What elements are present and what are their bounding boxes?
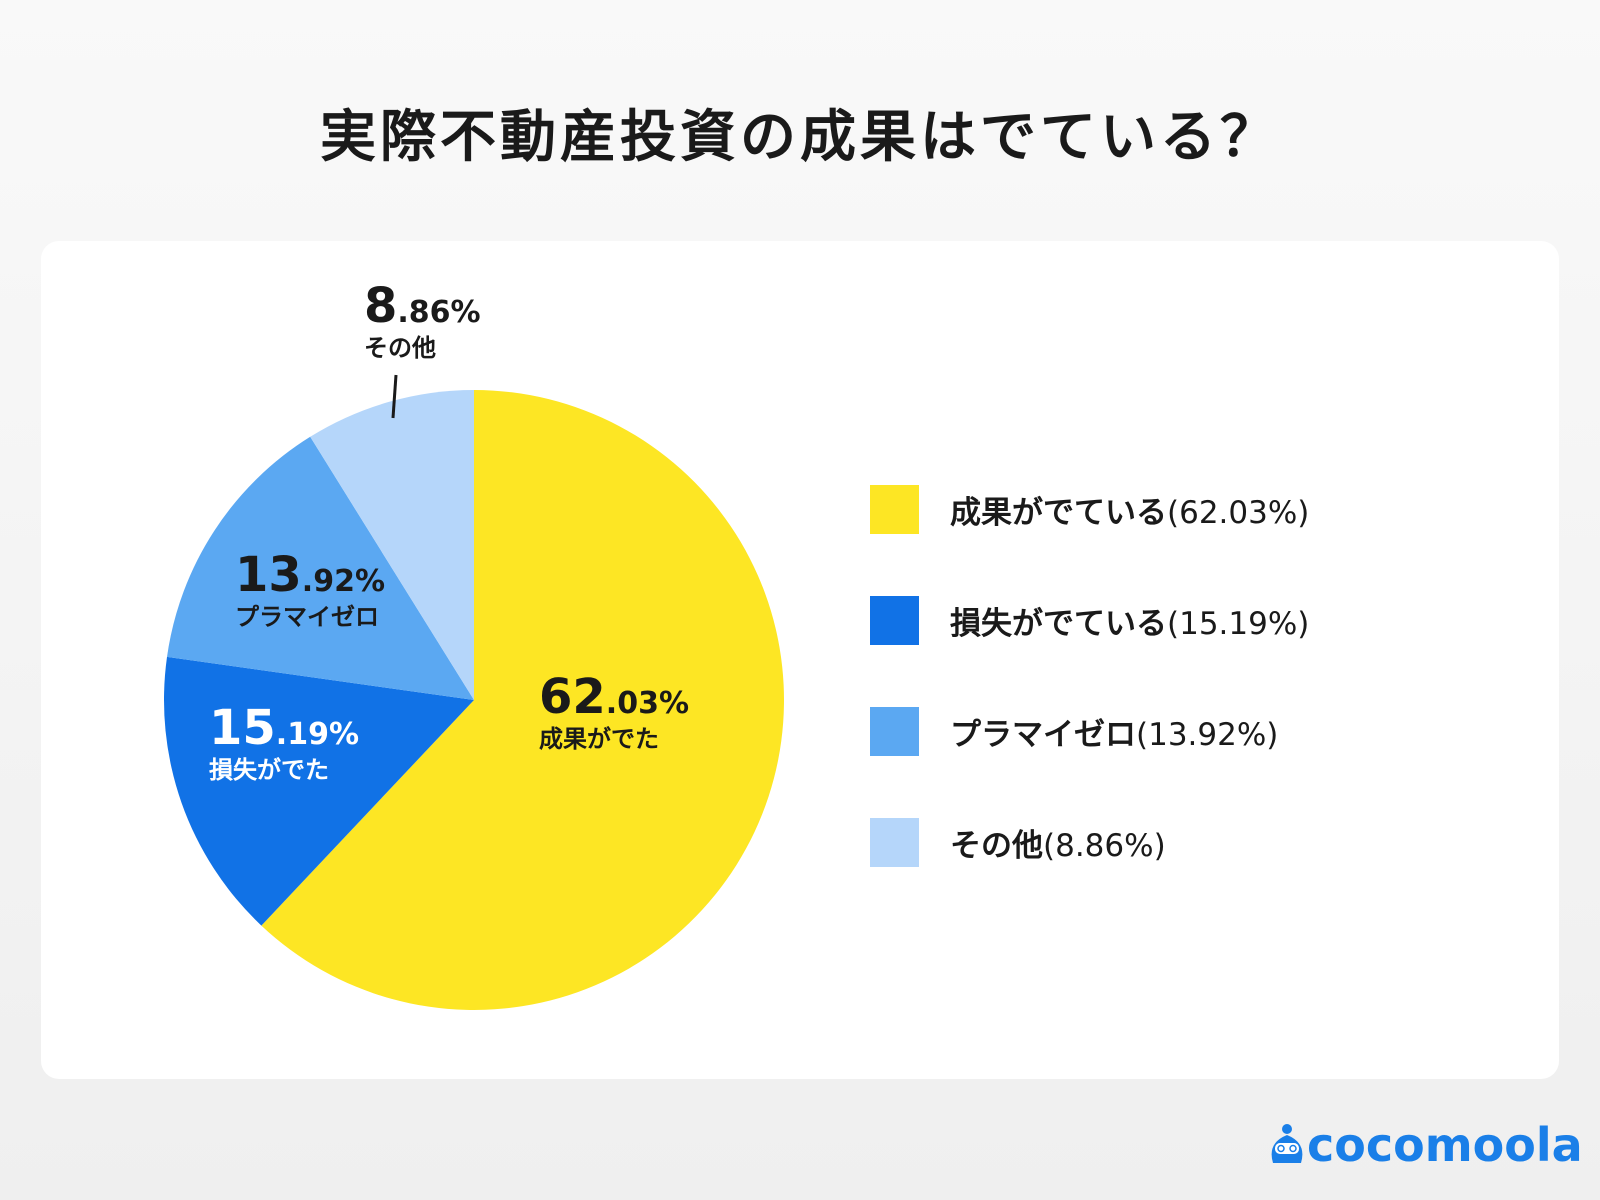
legend-item: 成果がでている(62.03%) bbox=[870, 485, 1309, 534]
legend-label: 損失がでている bbox=[950, 606, 1167, 642]
pie-slice-1 bbox=[164, 656, 474, 926]
slice-label-3: 8.86% その他 bbox=[364, 282, 481, 360]
cocomoola-logo: cocomoola bbox=[1267, 1118, 1583, 1172]
chart-title: 実際不動産投資の成果はでている？ bbox=[320, 105, 1280, 170]
legend-swatch bbox=[870, 596, 919, 645]
label-name: その他 bbox=[364, 334, 436, 362]
label-big: 15 bbox=[209, 700, 276, 756]
slice-label-2: 13.92% プラマイゼロ bbox=[235, 551, 385, 629]
pie-slice-2 bbox=[167, 436, 475, 700]
slice-label-1: 15.19% 損失がでた bbox=[209, 704, 359, 782]
legend-label: その他 bbox=[950, 828, 1043, 864]
label-name: 成果がでた bbox=[539, 725, 659, 753]
legend-percent: (62.03%) bbox=[1167, 495, 1310, 531]
label-name: 損失がでた bbox=[209, 756, 329, 784]
label-small: .86% bbox=[397, 295, 481, 330]
mascot-icon bbox=[1271, 1124, 1303, 1163]
legend: 成果がでている(62.03%) 損失がでている(15.19%) プラマイゼロ(1… bbox=[870, 485, 1309, 929]
legend-swatch bbox=[870, 485, 919, 534]
leader-line-other bbox=[391, 374, 398, 419]
legend-label: 成果がでている bbox=[950, 495, 1167, 531]
legend-item: その他(8.86%) bbox=[870, 818, 1309, 867]
logo-text: cocomoola bbox=[1307, 1118, 1583, 1172]
label-big: 13 bbox=[235, 547, 302, 603]
slice-label-0: 62.03% 成果がでた bbox=[539, 673, 689, 751]
label-big: 8 bbox=[364, 278, 398, 334]
label-small: .19% bbox=[275, 717, 359, 752]
label-small: .03% bbox=[605, 686, 689, 721]
label-small: .92% bbox=[301, 564, 385, 599]
label-name: プラマイゼロ bbox=[235, 603, 379, 631]
legend-percent: (13.92%) bbox=[1136, 717, 1279, 753]
label-big: 62 bbox=[539, 669, 606, 725]
legend-percent: (8.86%) bbox=[1043, 828, 1166, 864]
legend-item: プラマイゼロ(13.92%) bbox=[870, 707, 1309, 756]
pie-slice-0 bbox=[261, 390, 784, 1010]
legend-swatch bbox=[870, 707, 919, 756]
legend-item: 損失がでている(15.19%) bbox=[870, 596, 1309, 645]
legend-swatch bbox=[870, 818, 919, 867]
pie-slice-3 bbox=[310, 390, 474, 700]
legend-label: プラマイゼロ bbox=[950, 717, 1136, 753]
legend-percent: (15.19%) bbox=[1167, 606, 1310, 642]
